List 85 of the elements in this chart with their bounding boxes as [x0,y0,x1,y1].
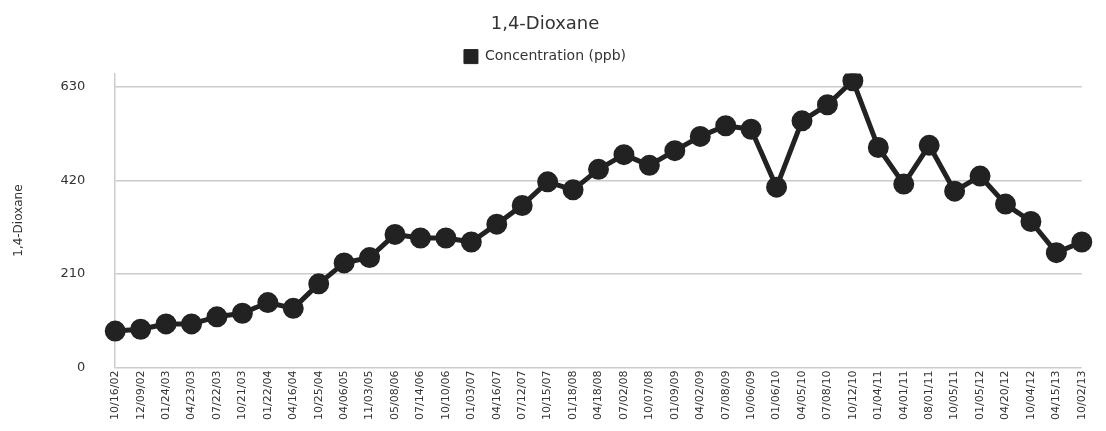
x-tick-label: 01/04/11 [871,370,885,420]
point [333,252,355,274]
point [231,302,253,324]
point [562,179,584,201]
point [613,144,635,166]
point [689,125,711,147]
point [638,154,660,176]
x-tick-label: 01/06/10 [769,370,783,420]
x-tick-label: 10/05/11 [947,370,961,420]
point [1045,242,1067,264]
point [816,94,838,116]
point [944,180,966,202]
point [460,231,482,253]
point [842,73,864,92]
x-tick-label: 10/12/10 [845,370,859,420]
point [893,173,915,195]
point [130,318,152,340]
chart-title: 1,4-Dioxane [490,12,600,34]
x-tick-label: 07/08/10 [820,370,834,420]
point [715,115,737,137]
point [1020,210,1042,232]
x-tick-label: 10/15/07 [540,370,554,420]
point [994,193,1016,215]
point [664,140,686,162]
x-tick-label: 10/04/12 [1023,370,1037,420]
x-tick-label: 01/03/07 [464,370,478,420]
point [588,158,610,180]
point [740,118,762,140]
x-tick-label: 11/03/05 [362,370,376,420]
x-tick-label: 04/18/08 [591,370,605,420]
point [791,110,813,132]
point [384,223,406,245]
x-tick-label: 04/23/03 [184,370,198,420]
x-tick-label: 10/06/09 [743,370,757,420]
point [181,313,203,335]
x-tick-label: 04/20/12 [998,370,1012,420]
x-tick-label: 05/08/06 [387,370,401,420]
point [435,227,457,249]
x-tick-label: 10/25/04 [311,370,325,420]
y-axis-title: 1,4-Dioxane [11,184,26,257]
legend-label: Concentration (ppb) [484,47,627,64]
point [409,227,431,249]
x-tick-label: 01/22/04 [260,370,274,420]
x-tick-label: 01/24/03 [158,370,172,420]
y-tick-label: 0 [76,358,86,374]
x-tick-label: 01/18/08 [565,370,579,420]
x-tick-label: 04/02/09 [693,370,707,420]
y-tick-label: 630 [60,78,86,94]
x-tick-label: 10/16/02 [108,370,122,420]
point [766,176,788,198]
x-tick-label: 04/16/04 [286,370,300,420]
point [969,165,991,187]
point [918,134,940,156]
x-tick-label: 01/09/09 [667,370,681,420]
x-tick-label: 08/01/11 [922,370,936,420]
x-tick-label: 01/05/12 [972,370,986,420]
y-tick-label: 210 [60,265,86,281]
point [206,306,228,328]
point [359,247,381,269]
x-tick-label: 04/06/05 [337,370,350,420]
x-tick-label: 04/05/10 [794,370,808,420]
point [867,137,889,159]
x-tick-label: 07/14/06 [413,370,427,420]
point [155,313,177,335]
x-tick-label: 07/02/08 [616,370,630,420]
x-tick-label: 12/09/02 [133,370,147,420]
x-tick-label: 10/10/06 [438,370,452,420]
point [104,320,126,342]
y-tick-label: 420 [60,171,86,187]
x-tick-label: 04/16/07 [489,370,503,420]
x-tick-label: 10/07/08 [642,370,656,420]
point [511,194,533,216]
x-tick-label: 10/21/03 [235,370,249,420]
x-tick-label: 07/12/07 [515,370,529,420]
x-tick-label: 04/15/13 [1049,370,1063,420]
x-tick-label: 07/22/03 [209,370,223,420]
x-tick-label: 07/08/09 [718,370,732,420]
point [308,273,330,295]
point [282,297,304,319]
x-tick-label: 10/02/13 [1074,370,1088,420]
point [1071,231,1093,253]
point [257,292,279,314]
point [537,171,559,193]
point [486,213,508,235]
x-tick-label: 04/01/11 [896,370,910,420]
